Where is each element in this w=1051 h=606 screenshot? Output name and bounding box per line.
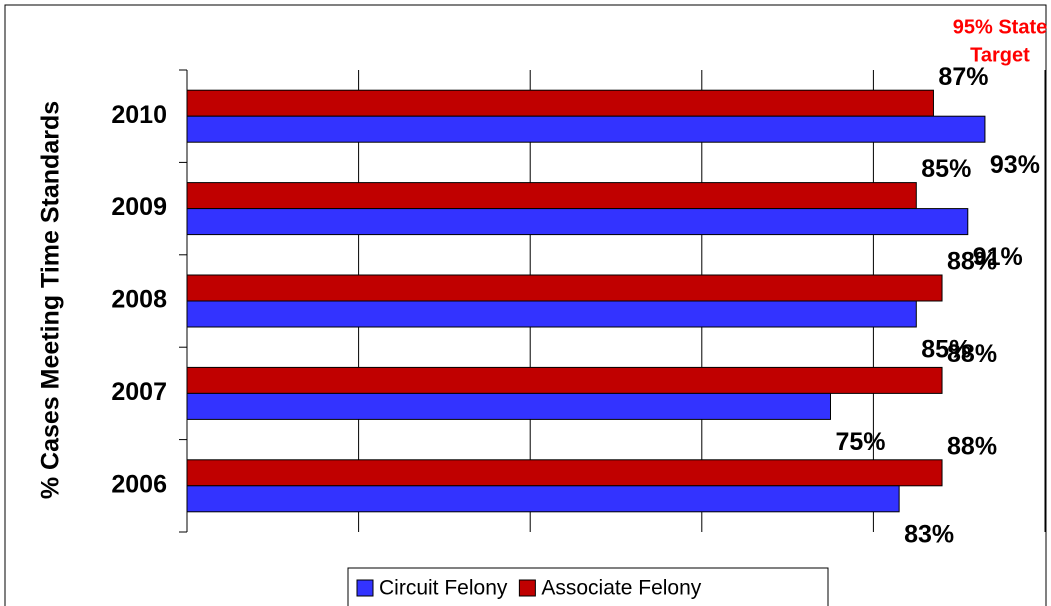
data-label: 93% bbox=[990, 151, 1040, 179]
bar bbox=[186, 366, 943, 394]
data-label: 88% bbox=[947, 340, 997, 368]
y-tick-label: 2010 bbox=[111, 101, 167, 129]
bar bbox=[186, 115, 986, 143]
data-label: 75% bbox=[835, 428, 885, 456]
y-tick-label: 2008 bbox=[111, 286, 167, 314]
bar bbox=[186, 485, 900, 513]
data-label: 83% bbox=[904, 520, 954, 548]
data-label: 87% bbox=[938, 63, 988, 91]
y-tick-label: 2007 bbox=[111, 378, 167, 406]
data-label: 85% bbox=[921, 155, 971, 183]
y-tick-label: 2009 bbox=[111, 193, 167, 221]
annotation: 95% State bbox=[953, 16, 1048, 38]
y-axis-label: % Cases Meeting Time Standards bbox=[37, 101, 65, 499]
annotation: Target bbox=[970, 44, 1030, 66]
bar bbox=[186, 182, 917, 210]
data-label: 91% bbox=[973, 243, 1023, 271]
legend-swatch bbox=[356, 579, 374, 597]
bar bbox=[186, 392, 831, 420]
legend-swatch bbox=[518, 579, 536, 597]
data-label: 88% bbox=[947, 248, 997, 276]
legend-box bbox=[347, 567, 829, 606]
legend-label: Circuit Felony bbox=[379, 577, 508, 600]
legend-label: Associate Felony bbox=[541, 577, 701, 600]
data-label: 88% bbox=[947, 432, 997, 460]
bar bbox=[186, 89, 934, 117]
data-label: 85% bbox=[921, 336, 971, 364]
chart-frame bbox=[4, 4, 1047, 606]
y-tick-label: 2006 bbox=[111, 470, 167, 498]
bar bbox=[186, 300, 917, 328]
bar bbox=[186, 459, 943, 487]
bar bbox=[186, 274, 943, 302]
bar bbox=[186, 208, 969, 236]
